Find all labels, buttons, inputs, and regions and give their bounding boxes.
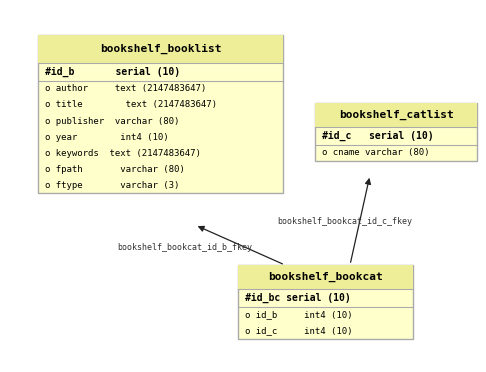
Text: bookshelf_bookcat_id_b_fkey: bookshelf_bookcat_id_b_fkey <box>118 244 253 253</box>
Text: #id_bc serial (10): #id_bc serial (10) <box>245 293 351 303</box>
Text: o fpath       varchar (80): o fpath varchar (80) <box>45 164 185 173</box>
Bar <box>315 103 477 161</box>
Text: o keywords  text (2147483647): o keywords text (2147483647) <box>45 148 201 157</box>
Text: bookshelf_bookcat_id_c_fkey: bookshelf_bookcat_id_c_fkey <box>278 218 413 227</box>
Text: #id_c   serial (10): #id_c serial (10) <box>322 131 434 141</box>
Text: #id_b       serial (10): #id_b serial (10) <box>45 67 180 77</box>
Text: o publisher  varchar (80): o publisher varchar (80) <box>45 116 179 125</box>
Bar <box>238 265 413 339</box>
Text: bookshelf_booklist: bookshelf_booklist <box>100 44 221 54</box>
Bar <box>238 265 413 289</box>
Text: bookshelf_catlist: bookshelf_catlist <box>339 110 453 120</box>
Text: o id_b     int4 (10): o id_b int4 (10) <box>245 311 352 320</box>
Bar <box>38 35 283 63</box>
Text: o ftype       varchar (3): o ftype varchar (3) <box>45 180 179 189</box>
Text: o author     text (2147483647): o author text (2147483647) <box>45 84 206 93</box>
Text: o cname varchar (80): o cname varchar (80) <box>322 148 430 157</box>
Text: o id_c     int4 (10): o id_c int4 (10) <box>245 327 352 336</box>
Text: o title        text (2147483647): o title text (2147483647) <box>45 100 217 109</box>
Bar <box>38 35 283 193</box>
Bar <box>315 103 477 127</box>
Text: o year        int4 (10): o year int4 (10) <box>45 132 169 141</box>
Text: bookshelf_bookcat: bookshelf_bookcat <box>268 272 383 282</box>
